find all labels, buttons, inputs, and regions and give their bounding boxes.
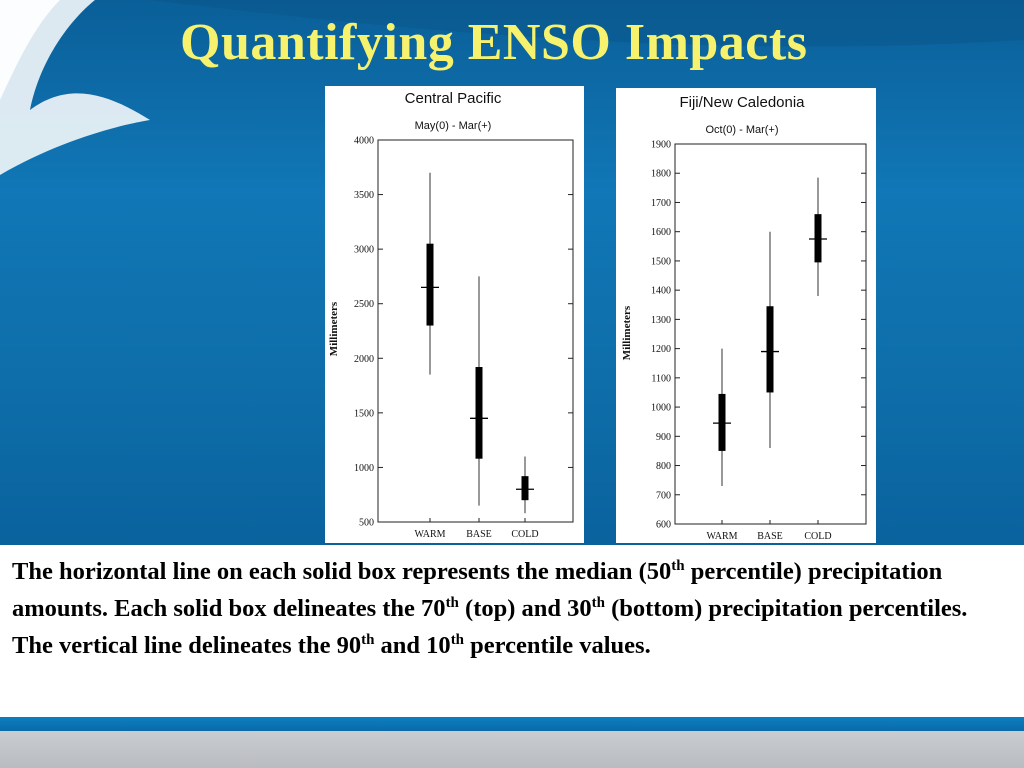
footer-stripe <box>0 717 1024 731</box>
x-tick-label: BASE <box>757 531 783 542</box>
y-tick-label: 500 <box>359 518 374 529</box>
y-tick-label: 600 <box>656 520 671 531</box>
y-tick-label: 1500 <box>354 408 374 419</box>
caption-sup-2: th <box>445 595 459 611</box>
caption-sup-3: th <box>591 595 605 611</box>
plot-frame <box>377 139 574 523</box>
caption-part-1: The horizontal line on each solid box re… <box>12 558 672 585</box>
central-pacific-chart-svg: Central Pacific May(0) - Mar(+) Millimet… <box>328 90 574 540</box>
fiji-new-caledonia-chart-svg: Fiji/New Caledonia Oct(0) - Mar(+) Milli… <box>621 94 867 542</box>
caption-part-4: (bottom) precipitation percentiles. The … <box>12 595 968 659</box>
caption-part-6: percentile values. <box>464 632 651 659</box>
fiji-new-caledonia-chart: Fiji/New Caledonia Oct(0) - Mar(+) Milli… <box>616 88 876 543</box>
y-tick-label: 1800 <box>651 169 671 180</box>
y-tick-label: 1600 <box>651 227 671 238</box>
y-tick-label: 1100 <box>651 373 671 384</box>
caption-box: The horizontal line on each solid box re… <box>0 545 1024 717</box>
chart-title: Fiji/New Caledonia <box>679 94 805 111</box>
footer-band <box>0 731 1024 768</box>
caption-part-2: percentile) precipitation amounts. Each … <box>12 558 943 622</box>
chart-title: Central Pacific <box>405 90 502 107</box>
percentile-box <box>766 306 774 393</box>
y-tick-label: 1700 <box>651 198 671 209</box>
y-tick-label: 900 <box>656 432 671 443</box>
percentile-box <box>718 393 726 451</box>
chart-subtitle: May(0) - Mar(+) <box>415 120 492 132</box>
y-tick-label: 1200 <box>651 344 671 355</box>
slide-title: Quantifying ENSO Impacts <box>180 14 808 71</box>
caption-sup-5: th <box>450 632 465 648</box>
central-pacific-chart: Central Pacific May(0) - Mar(+) Millimet… <box>325 86 584 543</box>
y-axis-label: Millimeters <box>621 305 633 360</box>
y-tick-label: 2000 <box>354 354 374 365</box>
percentile-box <box>814 214 822 263</box>
y-tick-label: 3500 <box>354 190 374 201</box>
caption-part-3: (top) and 30 <box>458 595 592 622</box>
y-axis-label: Millimeters <box>328 301 340 356</box>
x-tick-label: COLD <box>511 529 538 540</box>
x-tick-label: WARM <box>414 529 445 540</box>
caption-sup-4: th <box>361 632 375 648</box>
y-tick-label: 1500 <box>651 256 671 267</box>
y-tick-label: 1900 <box>651 140 671 151</box>
y-tick-label: 800 <box>656 461 671 472</box>
caption-text: The horizontal line on each solid box re… <box>12 553 1012 664</box>
y-tick-label: 1000 <box>651 403 671 414</box>
y-tick-label: 1300 <box>651 315 671 326</box>
decorative-swoosh <box>0 0 1024 175</box>
x-tick-label: WARM <box>706 531 737 542</box>
y-tick-label: 1400 <box>651 286 671 297</box>
percentile-box <box>521 476 529 501</box>
chart-subtitle: Oct(0) - Mar(+) <box>705 124 778 136</box>
y-tick-label: 1000 <box>354 463 374 474</box>
x-tick-label: BASE <box>466 529 492 540</box>
caption-part-5: and 10 <box>374 632 451 659</box>
y-tick-label: 2500 <box>354 299 374 310</box>
y-tick-label: 700 <box>656 490 671 501</box>
x-tick-label: COLD <box>804 531 831 542</box>
y-tick-label: 3000 <box>354 245 374 256</box>
y-tick-label: 4000 <box>354 136 374 147</box>
percentile-box <box>426 243 434 326</box>
percentile-box <box>475 367 483 459</box>
caption-sup-1: th <box>671 558 685 574</box>
